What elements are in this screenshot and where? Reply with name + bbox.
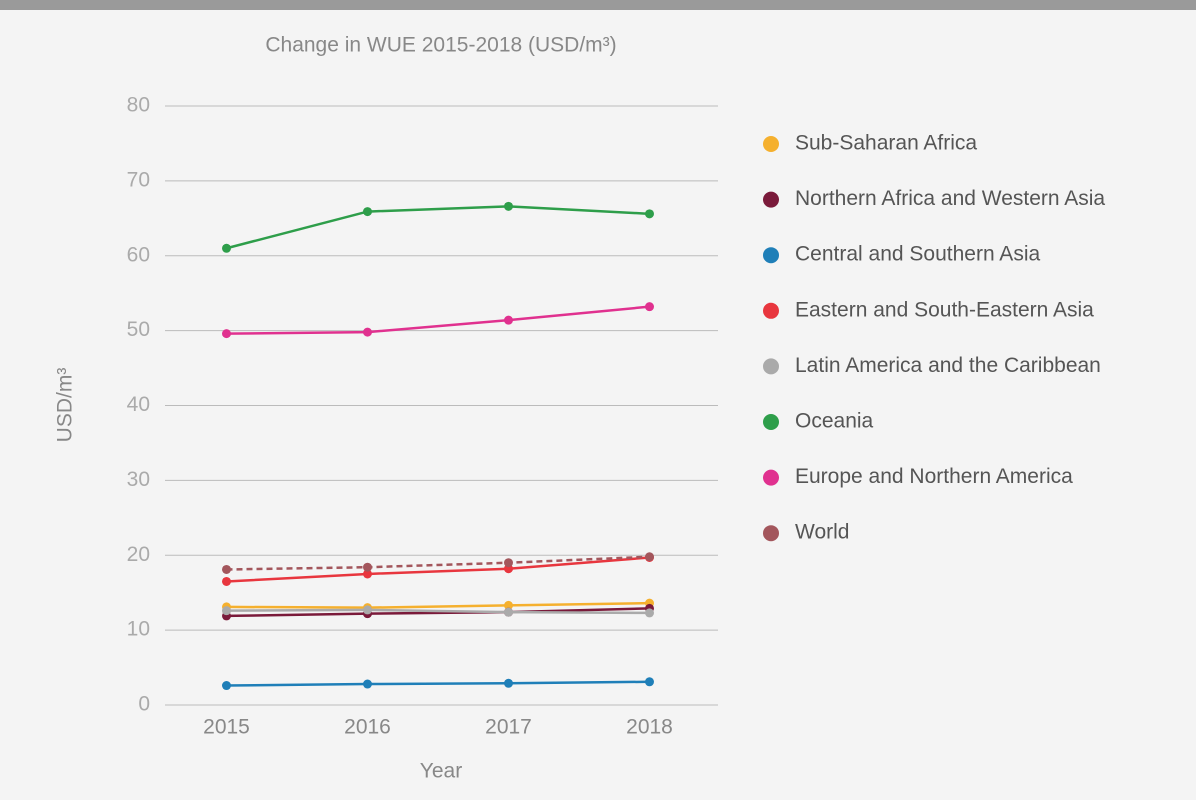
series-line bbox=[226, 680, 650, 687]
y-tick-label: 60 bbox=[127, 243, 150, 266]
series-line bbox=[226, 607, 650, 618]
x-tick-label: 2018 bbox=[626, 716, 673, 739]
y-tick-label: 80 bbox=[127, 94, 150, 117]
legend-marker bbox=[763, 525, 779, 542]
data-point bbox=[222, 329, 231, 339]
legend-label: Northern Africa and Western Asia bbox=[795, 187, 1105, 210]
data-point bbox=[645, 302, 654, 312]
series-line bbox=[226, 555, 650, 571]
data-point bbox=[645, 552, 654, 562]
data-point bbox=[645, 677, 654, 687]
chart-title: Change in WUE 2015-2018 (USD/m³) bbox=[265, 34, 616, 57]
data-point bbox=[222, 576, 231, 586]
data-point bbox=[363, 679, 372, 689]
data-point bbox=[504, 600, 513, 610]
series-line bbox=[226, 305, 650, 335]
legend-label: Oceania bbox=[795, 410, 874, 433]
data-point bbox=[363, 569, 372, 579]
legend-marker bbox=[763, 358, 779, 375]
legend-marker bbox=[763, 414, 779, 430]
x-tick-label: 2017 bbox=[485, 716, 532, 739]
y-tick-label: 40 bbox=[127, 393, 150, 416]
legend-marker bbox=[763, 302, 779, 319]
legend-marker bbox=[763, 191, 779, 208]
y-tick-label: 70 bbox=[127, 168, 150, 191]
legend-label: Sub-Saharan Africa bbox=[795, 132, 977, 155]
legend-label: Central and Southern Asia bbox=[795, 243, 1040, 266]
legend-marker bbox=[763, 469, 779, 486]
legend-marker bbox=[763, 136, 779, 152]
series-line bbox=[226, 205, 650, 250]
top-bar bbox=[0, 0, 1196, 10]
x-tick-label: 2016 bbox=[344, 716, 391, 739]
series-line bbox=[226, 556, 650, 583]
y-tick-label: 50 bbox=[127, 318, 150, 341]
data-point bbox=[222, 243, 231, 253]
data-point bbox=[504, 678, 513, 688]
y-tick-label: 20 bbox=[127, 543, 150, 566]
y-tick-label: 30 bbox=[127, 468, 150, 491]
data-point bbox=[363, 327, 372, 337]
data-point bbox=[363, 605, 372, 615]
data-point bbox=[504, 315, 513, 325]
y-axis-label: USD/m³ bbox=[54, 368, 77, 443]
data-point bbox=[645, 209, 654, 219]
legend-label: Europe and Northern America bbox=[795, 465, 1073, 488]
legend-label: World bbox=[795, 521, 849, 544]
data-point bbox=[222, 606, 231, 616]
series-line bbox=[226, 608, 650, 615]
data-point bbox=[504, 201, 513, 211]
data-point bbox=[504, 607, 513, 617]
legend-label: Latin America and the Caribbean bbox=[795, 354, 1101, 377]
x-axis-label: Year bbox=[420, 760, 462, 783]
data-point bbox=[645, 608, 654, 618]
y-tick-label: 0 bbox=[138, 693, 150, 716]
y-tick-label: 10 bbox=[127, 618, 150, 641]
series-line bbox=[226, 601, 650, 609]
data-point bbox=[363, 562, 372, 572]
data-point bbox=[363, 207, 372, 217]
data-point bbox=[504, 558, 513, 568]
x-tick-label: 2015 bbox=[203, 716, 250, 739]
legend-marker bbox=[763, 247, 779, 264]
legend-label: Eastern and South-Eastern Asia bbox=[795, 298, 1094, 321]
data-point bbox=[222, 681, 231, 691]
data-point bbox=[222, 564, 231, 574]
